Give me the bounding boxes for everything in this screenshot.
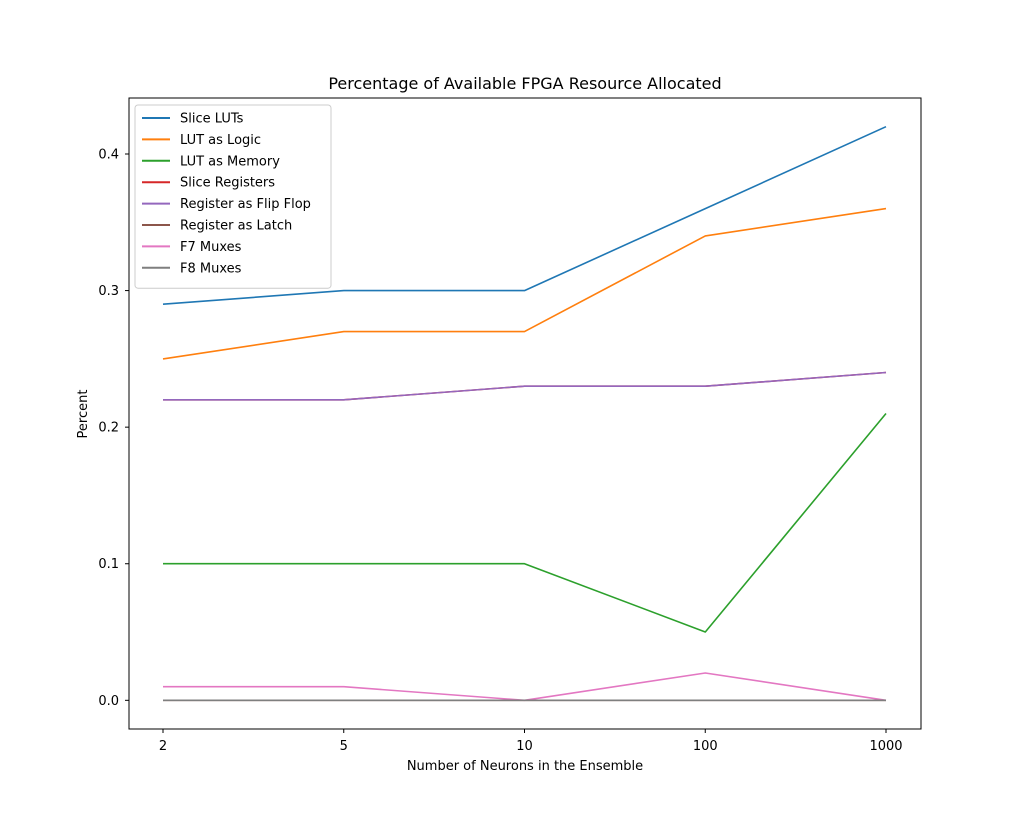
- y-tick-label: 0.0: [98, 694, 119, 709]
- series-line-slice-luts: [162, 125, 887, 305]
- x-tick-label: 5: [340, 739, 348, 754]
- legend-label-f7-muxes: F7 Muxes: [180, 240, 242, 255]
- legend-label-lut-as-logic: LUT as Logic: [180, 133, 261, 148]
- series-line-f7-muxes: [163, 672, 887, 702]
- series-line-lut-as-logic: [162, 207, 887, 360]
- y-tick-label: 0.3: [98, 284, 119, 299]
- x-tick-label: 10: [516, 739, 533, 754]
- series-line-register-as-flip-flop: [163, 371, 887, 401]
- y-tick-label: 0.4: [98, 147, 119, 162]
- x-axis: 2 5 10 100 1000: [159, 729, 903, 754]
- y-tick-label: 0.1: [98, 557, 119, 572]
- legend-label-slice-luts: Slice LUTs: [180, 112, 244, 127]
- plot-lines: [162, 125, 887, 702]
- legend-label-f8-muxes: F8 Muxes: [180, 261, 242, 276]
- legend-box: [134, 104, 332, 289]
- x-tick-label: 1000: [869, 739, 902, 754]
- series-line-lut-as-memory: [163, 412, 887, 633]
- x-axis-label: Number of Neurons in the Ensemble: [407, 759, 643, 774]
- legend-label-lut-as-memory: LUT as Memory: [180, 154, 280, 169]
- chart-title: Percentage of Available FPGA Resource Al…: [328, 74, 721, 93]
- x-tick-label: 100: [693, 739, 718, 754]
- legend-label-register-as-flip-flop: Register as Flip Flop: [180, 197, 311, 212]
- legend: Slice LUTs LUT as Logic LUT as Memory Slice…: [134, 104, 332, 289]
- y-tick-label: 0.2: [98, 421, 119, 436]
- legend-label-register-as-latch: Register as Latch: [180, 219, 292, 234]
- legend-label-slice-registers: Slice Registers: [180, 176, 275, 191]
- y-axis: 0.0 0.1 0.2 0.3 0.4: [98, 147, 129, 709]
- x-tick-label: 2: [159, 739, 167, 754]
- y-axis-label: Percent: [76, 390, 91, 439]
